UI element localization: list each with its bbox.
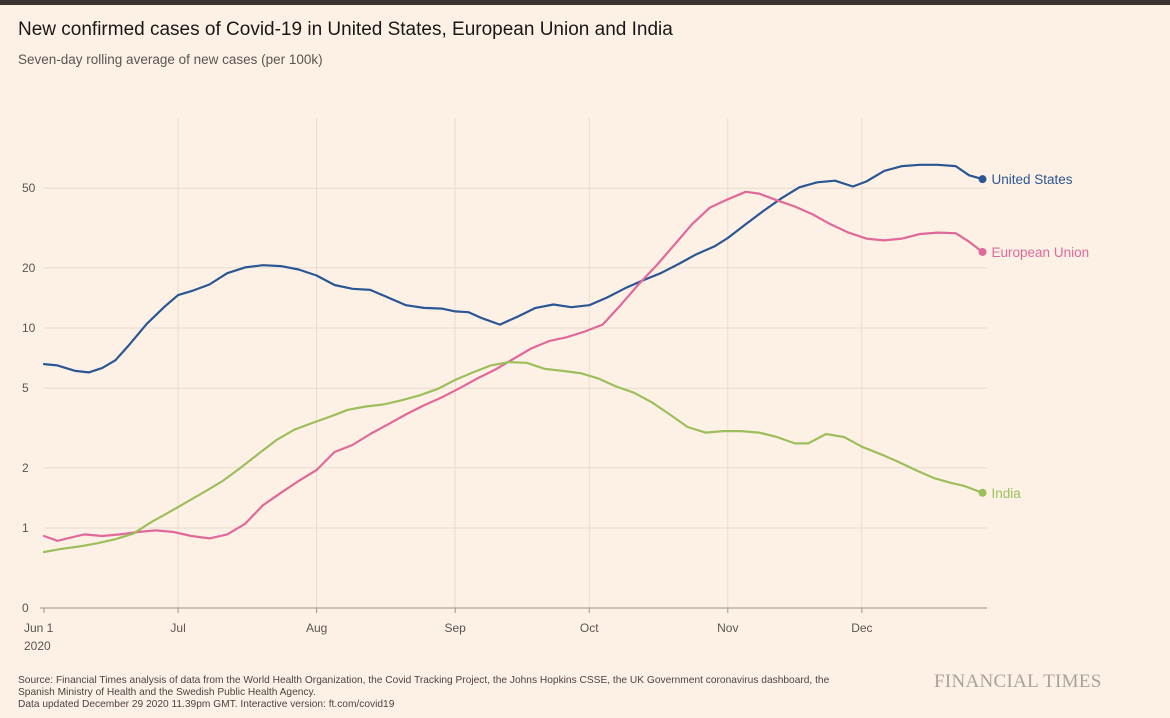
chart-subtitle: Seven-day rolling average of new cases (…: [18, 52, 323, 67]
united-states-label: United States: [992, 172, 1073, 187]
x-tick-label: Dec: [851, 621, 872, 635]
brand-logo: FINANCIAL TIMES: [934, 671, 1102, 692]
source-line-2: Spanish Ministry of Health and the Swedi…: [18, 687, 316, 698]
united-states-line: [42, 163, 984, 374]
india-line: [42, 361, 984, 554]
axes: 0 1 2 5 10 20 50 Jun 1 2020 Jul Aug Sep Oct Nov Dec: [22, 181, 987, 653]
india-end-marker: [978, 488, 987, 497]
european-union-line: [42, 190, 984, 542]
chart-title: New confirmed cases of Covid-19 in Unite…: [18, 19, 673, 40]
y-tick-label: 0: [22, 601, 29, 615]
x-tick-sublabel: 2020: [24, 639, 51, 653]
european-union-end-marker: [978, 247, 987, 256]
y-tick-label: 10: [22, 321, 36, 335]
x-tick-label: Aug: [306, 621, 327, 635]
x-tick-label: Jun 1: [24, 621, 54, 635]
x-tick-label: Jul: [170, 621, 185, 635]
source-line-1: Source: Financial Times analysis of data…: [18, 675, 830, 686]
india-label: India: [992, 486, 1022, 501]
source-note: Source: Financial Times analysis of data…: [18, 675, 918, 711]
y-tick-label: 2: [22, 461, 29, 475]
y-tick-label: 1: [22, 521, 29, 535]
y-tick-label: 5: [22, 381, 29, 395]
x-tick-label: Nov: [717, 621, 738, 635]
european-union-label: European Union: [992, 245, 1090, 260]
series-lines: [42, 163, 984, 554]
y-tick-label: 50: [22, 181, 36, 195]
x-tick-label: Sep: [444, 621, 466, 635]
source-line-3: Data updated December 29 2020 11.39pm GM…: [18, 699, 395, 710]
x-tick-label: Oct: [580, 621, 599, 635]
top-rule: [0, 0, 1170, 5]
y-tick-label: 20: [22, 261, 36, 275]
series-labels: United States European Union India: [978, 172, 1090, 501]
united-states-end-marker: [978, 175, 987, 184]
